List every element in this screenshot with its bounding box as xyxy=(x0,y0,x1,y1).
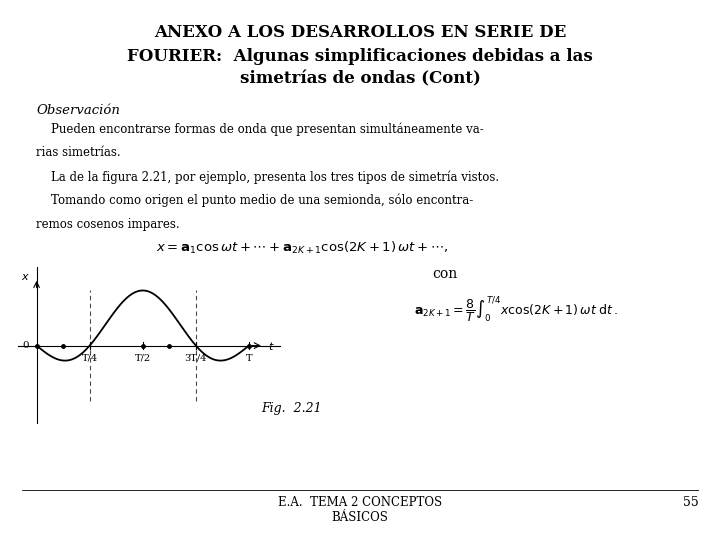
Text: con: con xyxy=(432,267,457,281)
Text: rias simetrías.: rias simetrías. xyxy=(36,146,121,159)
Text: remos cosenos impares.: remos cosenos impares. xyxy=(36,218,179,231)
Text: Pueden encontrarse formas de onda que presentan simultáneamente va-: Pueden encontrarse formas de onda que pr… xyxy=(36,123,484,136)
Text: $\mathbf{a}_{2K+1} = \dfrac{8}{T}\int_0^{T/4} x\cos(2K+1)\,\omega t\;\mathrm{d}t: $\mathbf{a}_{2K+1} = \dfrac{8}{T}\int_0^… xyxy=(414,294,618,325)
Text: Observación: Observación xyxy=(36,104,120,117)
Text: T: T xyxy=(246,354,252,363)
Text: 0: 0 xyxy=(22,341,30,350)
Text: E.A.  TEMA 2 CONCEPTOS
BÁSICOS: E.A. TEMA 2 CONCEPTOS BÁSICOS xyxy=(278,496,442,524)
Text: 3T/4: 3T/4 xyxy=(184,354,207,363)
Text: Fig.  2.21: Fig. 2.21 xyxy=(261,402,322,415)
Text: $x$: $x$ xyxy=(22,272,30,282)
Text: T/2: T/2 xyxy=(135,354,150,363)
Text: La de la figura 2.21, por ejemplo, presenta los tres tipos de simetría vistos.: La de la figura 2.21, por ejemplo, prese… xyxy=(36,170,499,184)
Text: ANEXO A LOS DESARROLLOS EN SERIE DE: ANEXO A LOS DESARROLLOS EN SERIE DE xyxy=(154,24,566,41)
Text: 55: 55 xyxy=(683,496,698,509)
Text: T/4: T/4 xyxy=(81,354,98,363)
Text: simetrías de ondas (Cont): simetrías de ondas (Cont) xyxy=(240,71,480,87)
Text: FOURIER:  Algunas simplificaciones debidas a las: FOURIER: Algunas simplificaciones debida… xyxy=(127,48,593,64)
Text: $x = \mathbf{a}_1 \cos \omega t + \cdots + \mathbf{a}_{2K+1} \cos(2K+1)\,\omega : $x = \mathbf{a}_1 \cos \omega t + \cdots… xyxy=(156,240,449,256)
Text: $t$: $t$ xyxy=(268,340,274,352)
Text: Tomando como origen el punto medio de una semionda, sólo encontra-: Tomando como origen el punto medio de un… xyxy=(36,194,473,207)
